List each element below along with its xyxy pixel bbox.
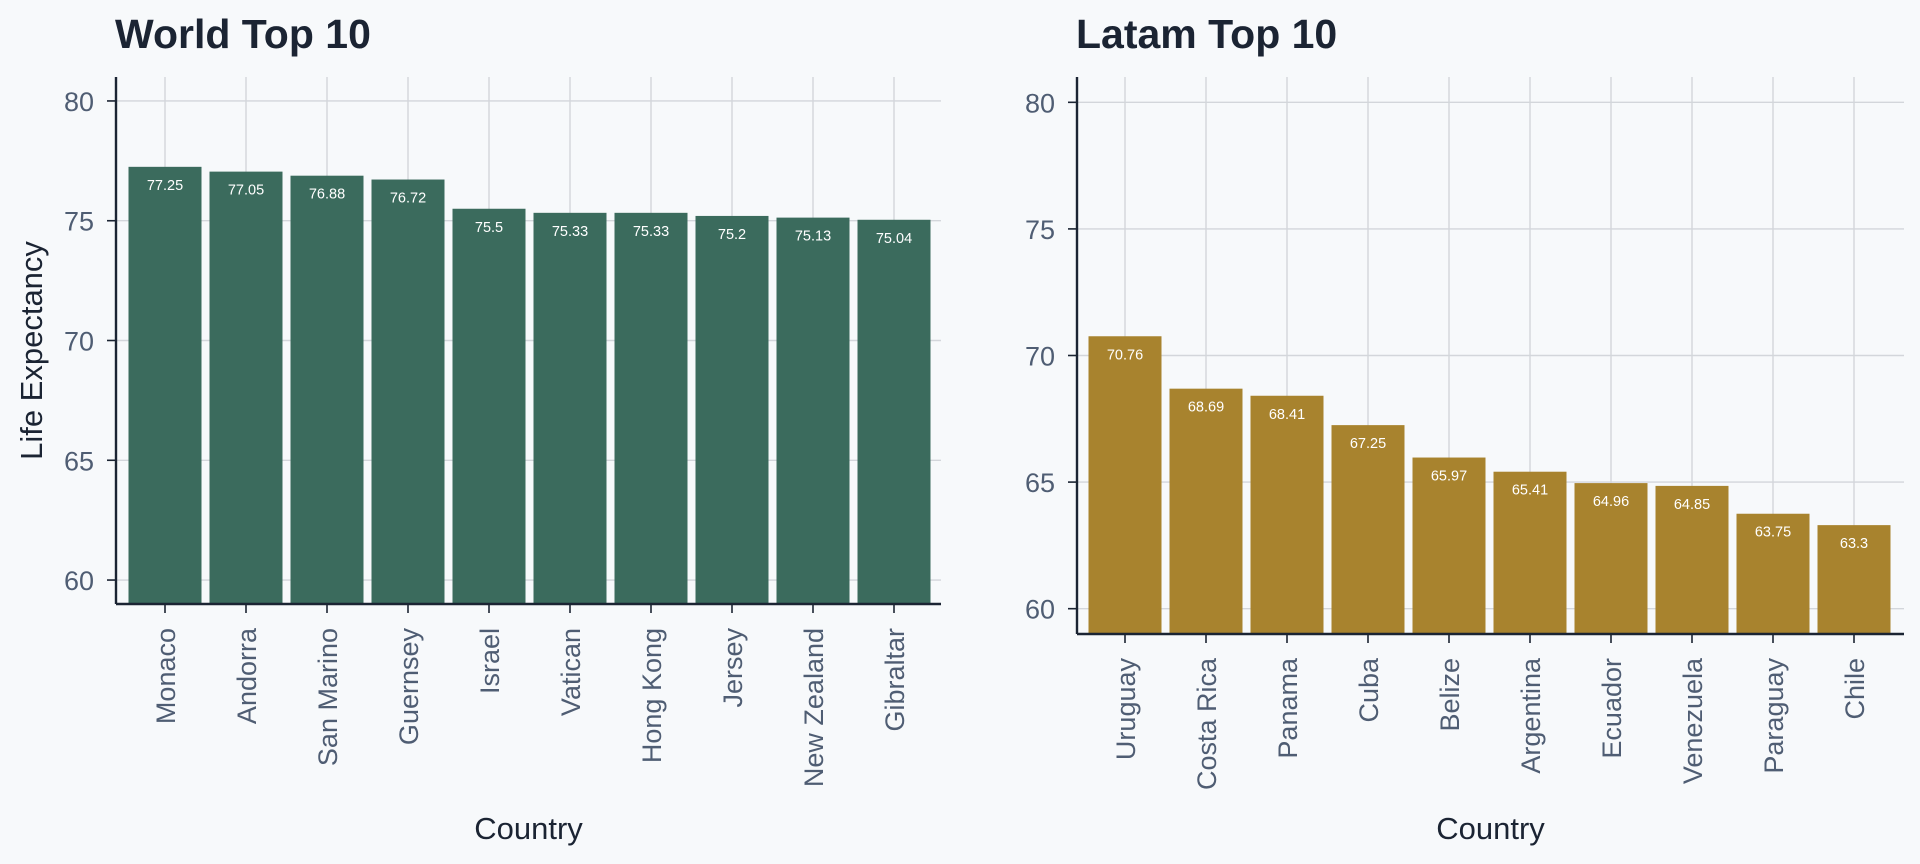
latam-bar-value-label: 65.41	[1512, 483, 1548, 499]
latam-ytick-label: 80	[1025, 88, 1055, 118]
latam-bar-value-label: 68.41	[1269, 407, 1305, 423]
world-bar-value-label: 75.33	[552, 224, 588, 240]
world-ytick-label: 75	[64, 207, 94, 237]
latam-xtick-label: Uruguay	[1111, 658, 1141, 761]
latam-xtick-label: Argentina	[1516, 657, 1546, 774]
world-xtick-label: Hong Kong	[637, 628, 667, 763]
world-bar-guernsey	[371, 179, 445, 604]
latam-xtick-label: Chile	[1840, 658, 1870, 720]
world-bar-gibraltar	[857, 219, 931, 604]
latam-ytick-label: 65	[1025, 468, 1055, 498]
world-chart-title: World Top 10	[115, 11, 371, 57]
world-bar-value-label: 76.88	[309, 187, 345, 203]
world-bar-andorra	[209, 171, 283, 604]
world-ytick-label: 60	[64, 566, 94, 596]
latam-bar-ecuador	[1574, 483, 1648, 634]
latam-bar-uruguay	[1088, 336, 1162, 634]
latam-bar-venezuela	[1655, 485, 1729, 634]
latam-xtick-label: Costa Rica	[1192, 657, 1222, 790]
world-xtick-label: San Marino	[313, 628, 343, 766]
world-bar-value-label: 75.2	[718, 227, 746, 243]
latam-bar-paraguay	[1736, 513, 1810, 634]
world-bar-value-label: 77.25	[147, 178, 183, 194]
world-bar-value-label: 75.04	[876, 231, 912, 247]
latam-xtick-label: Venezuela	[1678, 657, 1708, 784]
world-ytick-label: 65	[64, 446, 94, 476]
latam-bar-value-label: 63.3	[1840, 536, 1868, 552]
world-bar-jersey	[695, 215, 769, 604]
world-bar-vatican	[533, 212, 607, 604]
latam-bar-value-label: 64.85	[1674, 497, 1710, 513]
world-bar-value-label: 75.5	[475, 220, 503, 236]
world-ytick-label: 70	[64, 327, 94, 357]
world-x-axis-label: Country	[474, 811, 583, 846]
latam-bar-cuba	[1331, 425, 1405, 634]
world-bar-value-label: 75.33	[633, 224, 669, 240]
world-bar-new-zealand	[776, 217, 850, 605]
latam-bar-value-label: 63.75	[1755, 525, 1791, 541]
world-xtick-label: New Zealand	[799, 628, 829, 787]
world-bar-monaco	[128, 166, 202, 605]
latam-x-axis-label: Country	[1436, 811, 1545, 846]
world-xtick-label: Monaco	[151, 628, 181, 724]
latam-ytick-label: 70	[1025, 342, 1055, 372]
latam-bar-value-label: 64.96	[1593, 494, 1629, 510]
world-y-axis-label: Life Expectancy	[14, 241, 49, 460]
world-ytick-label: 80	[64, 87, 94, 117]
world-bar-value-label: 75.13	[795, 229, 831, 245]
world-xtick-label: Vatican	[556, 628, 586, 716]
world-xtick-label: Gibraltar	[880, 628, 910, 732]
latam-xtick-label: Ecuador	[1597, 658, 1627, 759]
latam-bar-costa-rica	[1169, 388, 1243, 634]
latam-bar-value-label: 68.69	[1188, 400, 1224, 416]
latam-chart-title: Latam Top 10	[1076, 11, 1337, 57]
latam-xtick-label: Panama	[1273, 657, 1303, 759]
world-bar-value-label: 76.72	[390, 191, 426, 207]
latam-bar-chile	[1817, 525, 1891, 634]
world-xtick-label: Israel	[475, 628, 505, 694]
world-xtick-label: Andorra	[232, 627, 262, 724]
latam-xtick-label: Belize	[1435, 658, 1465, 732]
latam-xtick-label: Cuba	[1354, 657, 1384, 723]
latam-chart-panel: Latam Top 10 60 65 70 75 80 70.76 68.69 68.41 67…	[1025, 11, 1904, 846]
world-chart-panel: World Top 10 60 65 70 75 80 77.25 77.05 76.88 76…	[14, 11, 941, 846]
latam-bar-belize	[1412, 457, 1486, 634]
world-xtick-label: Jersey	[718, 628, 748, 708]
latam-ytick-label: 75	[1025, 215, 1055, 245]
world-xtick-label: Guernsey	[394, 628, 424, 746]
latam-bar-value-label: 70.76	[1107, 347, 1143, 363]
latam-bar-value-label: 65.97	[1431, 469, 1467, 485]
world-bar-israel	[452, 208, 526, 604]
latam-bar-value-label: 67.25	[1350, 436, 1386, 452]
latam-bar-panama	[1250, 395, 1324, 634]
latam-xtick-label: Paraguay	[1759, 658, 1789, 774]
world-bar-hong-kong	[614, 212, 688, 604]
world-bar-value-label: 77.05	[228, 183, 264, 199]
latam-ytick-label: 60	[1025, 595, 1055, 625]
world-bar-san-marino	[290, 175, 364, 604]
latam-bar-argentina	[1493, 471, 1567, 634]
